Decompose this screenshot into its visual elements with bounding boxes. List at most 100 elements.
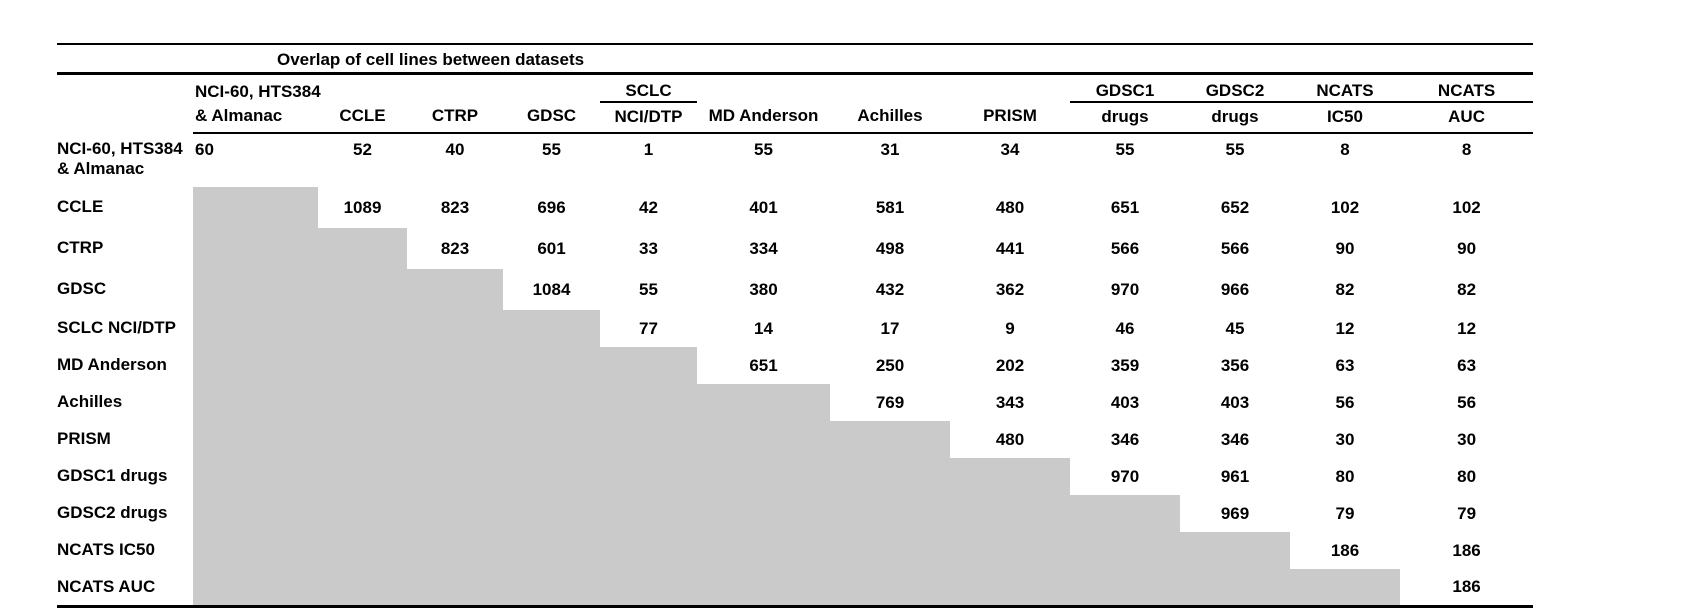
shaded-cell xyxy=(318,269,407,310)
overlap-value-cell: 90 xyxy=(1335,238,1355,258)
shaded-cell xyxy=(697,384,830,421)
overlap-value-cell: 581 xyxy=(875,197,905,217)
row-label: NCATS IC50 xyxy=(57,540,155,560)
overlap-value-cell: 566 xyxy=(1110,238,1140,258)
table-row: CCLE 1089 823 696 42 401 581 480 651 652 102 102 xyxy=(57,187,1533,228)
overlap-value-cell: 696 xyxy=(537,197,566,217)
overlap-value-cell: 8 xyxy=(1461,140,1472,159)
column-header-line2: drugs xyxy=(1070,102,1180,134)
column-header-line2: MD Anderson xyxy=(697,102,830,134)
shaded-cell xyxy=(193,421,318,458)
shaded-cell xyxy=(503,384,600,421)
shaded-cell xyxy=(600,347,697,384)
overlap-value-cell: 102 xyxy=(1330,197,1360,217)
overlap-value-cell: 46 xyxy=(1115,318,1135,338)
table-row: SCLC NCI/DTP 77 14 17 9 46 45 12 12 xyxy=(57,310,1533,347)
shaded-cell xyxy=(830,421,950,458)
overlap-value-cell: 40 xyxy=(445,140,465,159)
overlap-value-cell: 601 xyxy=(537,238,566,258)
overlap-value-cell: 970 xyxy=(1110,279,1140,299)
shaded-cell xyxy=(830,569,950,606)
overlap-value-cell: 966 xyxy=(1220,279,1250,299)
row-label: SCLC NCI/DTP xyxy=(57,318,176,338)
shaded-cell xyxy=(407,569,503,606)
row-label: CTRP xyxy=(57,238,104,258)
overlap-table-figure: Overlap of cell lines between datasets N… xyxy=(57,43,1534,608)
row-label: NCI-60, HTS384 & Almanac xyxy=(57,139,183,179)
column-header-stub xyxy=(57,102,193,133)
shaded-cell xyxy=(950,495,1070,532)
overlap-value-cell: 80 xyxy=(1335,466,1355,486)
overlap-value-cell: 14 xyxy=(754,318,773,338)
shaded-cell xyxy=(407,347,503,384)
shaded-cell xyxy=(503,347,600,384)
shaded-cell xyxy=(318,569,407,606)
shaded-cell xyxy=(950,569,1070,606)
table-row: GDSC 1084 55 380 432 362 970 966 82 82 xyxy=(57,269,1533,310)
row-label: GDSC1 drugs xyxy=(57,466,168,486)
overlap-value-cell: 334 xyxy=(749,238,778,258)
shaded-cell xyxy=(697,532,830,569)
overlap-value-cell: 970 xyxy=(1110,466,1140,486)
column-header-line2: drugs xyxy=(1180,102,1290,134)
overlap-value-cell: 403 xyxy=(1220,392,1250,412)
overlap-value-cell: 359 xyxy=(1110,355,1140,375)
shaded-cell xyxy=(697,495,830,532)
overlap-value-cell: 480 xyxy=(995,429,1025,449)
column-header-line1 xyxy=(318,74,407,103)
shaded-cell xyxy=(1070,495,1180,532)
shaded-cell xyxy=(318,532,407,569)
table-row: GDSC1 drugs 970 961 80 80 xyxy=(57,458,1533,495)
overlap-value-cell: 102 xyxy=(1452,197,1481,217)
column-header-line2: GDSC xyxy=(503,102,600,134)
shaded-cell xyxy=(318,458,407,495)
table-row: CTRP 823 601 33 334 498 441 566 566 90 90 xyxy=(57,228,1533,269)
shaded-cell xyxy=(600,384,697,421)
shaded-cell xyxy=(407,421,503,458)
overlap-value-cell: 55 xyxy=(542,140,561,159)
overlap-value-cell: 432 xyxy=(875,279,905,299)
table-title: Overlap of cell lines between datasets xyxy=(57,44,1534,75)
overlap-value-cell: 55 xyxy=(1115,140,1135,159)
overlap-value-cell: 969 xyxy=(1220,503,1250,523)
shaded-cell xyxy=(193,187,318,228)
row-label: CCLE xyxy=(57,197,104,217)
shaded-cell xyxy=(193,532,318,569)
title-row: Overlap of cell lines between datasets xyxy=(57,44,1534,75)
overlap-value-cell: 34 xyxy=(1000,140,1020,159)
shaded-cell xyxy=(600,532,697,569)
shaded-cell xyxy=(407,310,503,347)
header-row-line2: & Almanac CCLE CTRP GDSC NCI/DTP MD Anderson A… xyxy=(57,102,1534,134)
shaded-cell xyxy=(193,310,318,347)
overlap-value-cell: 1089 xyxy=(343,197,382,217)
shaded-cell xyxy=(1290,569,1400,606)
overlap-value-cell: 56 xyxy=(1457,392,1477,412)
overlap-value-cell: 9 xyxy=(1005,318,1015,338)
overlap-value-cell: 17 xyxy=(880,318,900,338)
shaded-cell xyxy=(600,495,697,532)
overlap-value-cell: 566 xyxy=(1220,238,1250,258)
shaded-cell xyxy=(830,495,950,532)
shaded-cell xyxy=(407,495,503,532)
table-row: Achilles 769 343 403 403 56 56 xyxy=(57,384,1533,421)
overlap-value-cell: 343 xyxy=(995,392,1025,412)
shaded-cell xyxy=(193,269,318,310)
column-header-line2: Achilles xyxy=(830,102,950,134)
shaded-cell xyxy=(193,228,318,269)
shaded-cell xyxy=(193,569,318,606)
column-header-line1 xyxy=(407,74,503,103)
shaded-cell xyxy=(503,532,600,569)
column-header-line2: AUC xyxy=(1400,102,1534,134)
shaded-cell xyxy=(503,421,600,458)
table-row: NCATS AUC 186 xyxy=(57,569,1533,606)
shaded-cell xyxy=(407,532,503,569)
shaded-cell xyxy=(193,458,318,495)
column-header-line1: GDSC2 xyxy=(1180,73,1290,103)
table-row: PRISM 480 346 346 30 30 xyxy=(57,421,1533,458)
table-row: NCI-60, HTS384 & Almanac 60 52 40 55 1 55 31 34 55… xyxy=(57,133,1533,187)
shaded-cell xyxy=(193,384,318,421)
overlap-value-cell: 1084 xyxy=(532,279,571,299)
overlap-value-cell: 82 xyxy=(1457,279,1477,299)
table-header: Overlap of cell lines between datasets N… xyxy=(57,44,1534,134)
column-header-line1: GDSC1 xyxy=(1070,73,1180,103)
